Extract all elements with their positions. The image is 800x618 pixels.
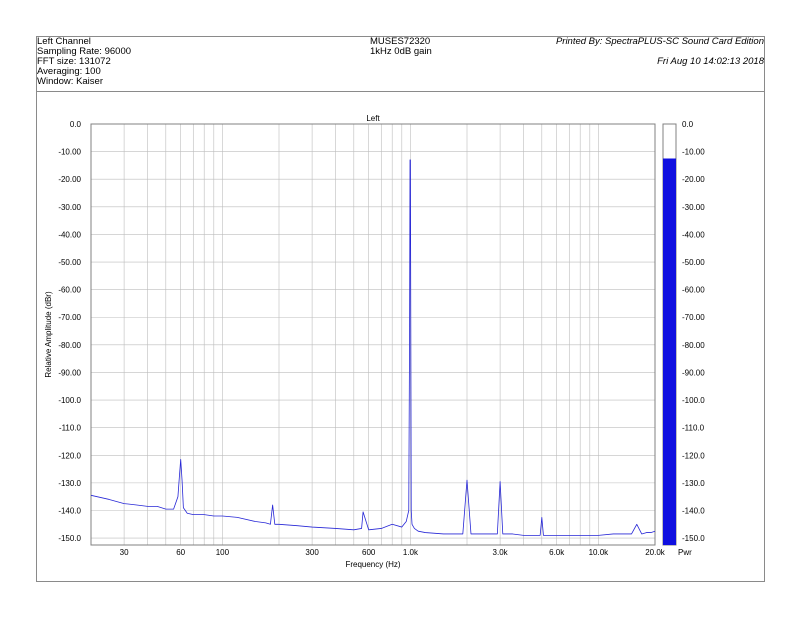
meter-tick-label: -50.00 (682, 258, 705, 267)
x-tick-label: 100 (216, 548, 230, 557)
meter-tick-label: -20.00 (682, 175, 705, 184)
test-info: MUSES72320 1kHz 0dB gain (370, 37, 432, 57)
spectrum-trace (90, 159, 656, 536)
device-name: MUSES72320 (370, 36, 431, 47)
x-tick-label: 600 (362, 548, 376, 557)
meter-tick-label: -40.00 (682, 230, 705, 239)
averaging: Averaging: 100 (37, 66, 101, 77)
y-tick-label: -120.0 (58, 451, 81, 460)
y-tick-label: -100.0 (58, 396, 81, 405)
x-tick-label: 60 (176, 548, 185, 557)
chart-title: Left (366, 114, 380, 123)
x-tick-label: 3.0k (493, 548, 509, 557)
channel-label: Left Channel (37, 36, 91, 47)
print-info: Printed By: SpectraPLUS-SC Sound Card Ed… (556, 37, 764, 67)
sampling-rate: Sampling Rate: 96000 (37, 46, 132, 57)
meter-tick-label: -80.00 (682, 341, 705, 350)
meter-label: Pwr (678, 548, 692, 557)
y-tick-label: -60.00 (58, 286, 81, 295)
x-tick-label: 300 (305, 548, 319, 557)
meter-tick-label: -70.00 (682, 313, 705, 322)
y-tick-label: -40.00 (58, 230, 81, 239)
meter-tick-label: -130.0 (682, 479, 705, 488)
report-frame (36, 36, 765, 582)
y-tick-label: -150.0 (58, 534, 81, 543)
y-tick-label: -30.00 (58, 203, 81, 212)
y-tick-label: -10.00 (58, 148, 81, 157)
x-tick-label: 1.0k (403, 548, 419, 557)
x-tick-label: 30 (120, 548, 129, 557)
meter-tick-label: -10.00 (682, 148, 705, 157)
meter-tick-label: -100.0 (682, 396, 705, 405)
x-tick-label: 10.0k (589, 548, 610, 557)
y-axis-label: Relative Amplitude (dBr) (44, 291, 53, 378)
meter-fill (663, 158, 676, 546)
meter-tick-label: -120.0 (682, 451, 705, 460)
meter-tick-label: -90.00 (682, 368, 705, 377)
meter-tick-label: -30.00 (682, 203, 705, 212)
printed-by: Printed By: SpectraPLUS-SC Sound Card Ed… (555, 36, 764, 47)
y-tick-label: -50.00 (58, 258, 81, 267)
x-tick-label: 20.0k (645, 548, 666, 557)
y-tick-label: -90.00 (58, 368, 81, 377)
y-tick-label: -140.0 (58, 506, 81, 515)
y-tick-label: -70.00 (58, 313, 81, 322)
y-tick-label: -20.00 (58, 175, 81, 184)
x-tick-label: 6.0k (549, 548, 565, 557)
plot-area (90, 123, 656, 546)
meter-tick-label: -60.00 (682, 286, 705, 295)
meter-tick-label: -110.0 (682, 424, 705, 433)
y-tick-label: -110.0 (59, 424, 82, 433)
measurement-info: Left Channel Sampling Rate: 96000 FFT si… (37, 37, 131, 87)
header-divider (36, 91, 765, 92)
meter-tick-label: -140.0 (682, 506, 705, 515)
test-condition: 1kHz 0dB gain (370, 46, 432, 57)
meter-tick-label: -150.0 (682, 534, 705, 543)
y-tick-label: 0.0 (70, 120, 82, 129)
window-type: Window: Kaiser (37, 76, 103, 87)
y-tick-label: -80.00 (58, 341, 81, 350)
meter-tick-label: 0.0 (682, 120, 694, 129)
fft-size: FFT size: 131072 (37, 56, 111, 67)
print-date: Fri Aug 10 14:02:13 2018 (657, 56, 764, 67)
y-tick-label: -130.0 (58, 479, 81, 488)
x-axis-label: Frequency (Hz) (345, 560, 400, 569)
